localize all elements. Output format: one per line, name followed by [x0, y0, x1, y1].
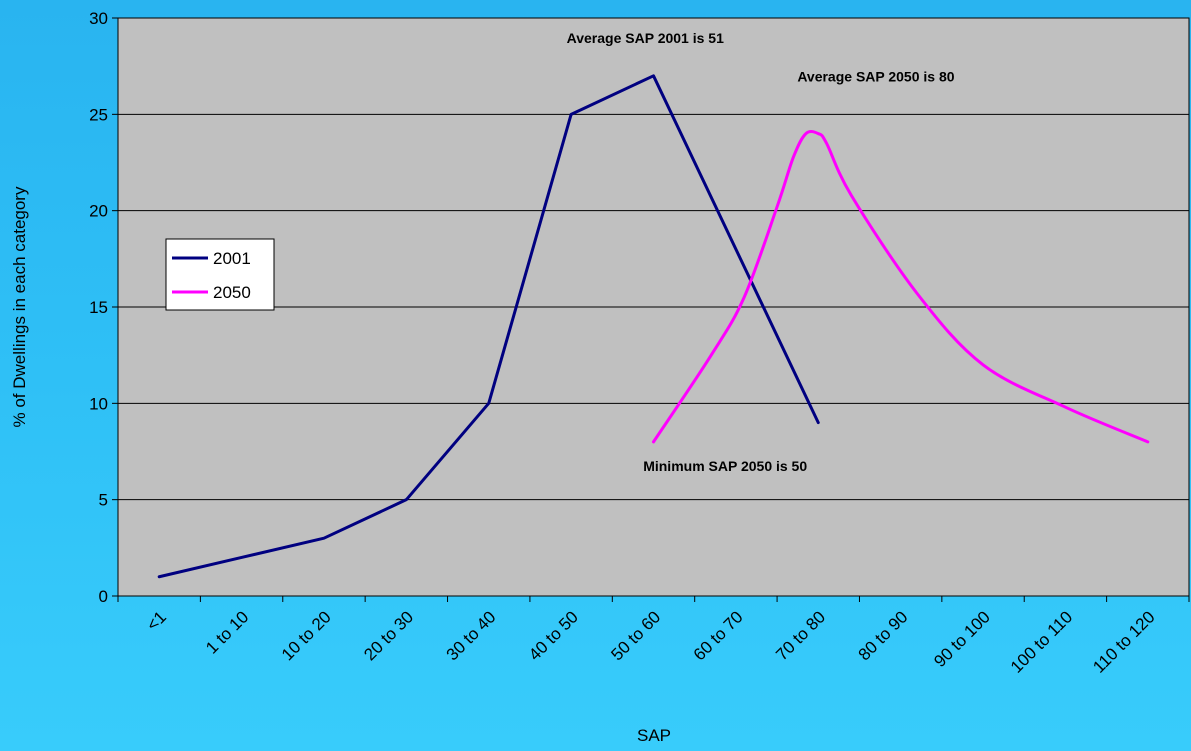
- y-tick-label-5: 5: [99, 491, 108, 510]
- legend-label-2001: 2001: [213, 249, 251, 268]
- x-tick-label-8: 70 to 80: [772, 607, 829, 664]
- x-tick-label-7: 60 to 70: [690, 607, 747, 664]
- annotations: Average SAP 2001 is 51 Average SAP 2050 i…: [567, 30, 955, 474]
- x-tick-label-0: <1: [143, 607, 170, 634]
- y-tick-label-10: 10: [89, 394, 108, 413]
- series-line-2050: [652, 129, 1150, 444]
- x-tick-label-3: 20 to 30: [360, 607, 417, 664]
- y-tick-label-25: 25: [89, 105, 108, 124]
- grid-lines: [118, 113, 1189, 501]
- series-layer: [157, 74, 1150, 579]
- y-tick-label-20: 20: [89, 202, 108, 221]
- y-tick-label-0: 0: [99, 587, 108, 606]
- y-axis: 0 5 10 15 20 25 30: [89, 9, 119, 606]
- x-axis: <1 1 to 10 10 to 20 20 to 30 30 to 40 40 to 5…: [117, 595, 1190, 677]
- annotation-0: Average SAP 2001 is 51: [567, 30, 724, 46]
- x-tick-label-6: 50 to 60: [607, 607, 664, 664]
- x-tick-label-11: 100 to 110: [1007, 607, 1076, 676]
- series-line-2001: [157, 74, 820, 579]
- y-axis-title: % of Dwellings in each category: [10, 186, 29, 427]
- annotation-1: Average SAP 2050 is 80: [797, 69, 954, 85]
- x-tick-label-10: 90 to 100: [930, 607, 994, 671]
- x-tick-label-12: 110 to 120: [1089, 607, 1158, 676]
- legend-box: [165, 238, 275, 311]
- annotation-2: Minimum SAP 2050 is 50: [643, 458, 807, 474]
- legend-label-2050: 2050: [213, 283, 251, 302]
- y-tick-label-30: 30: [89, 9, 108, 28]
- x-axis-title: SAP: [637, 726, 671, 745]
- x-tick-label-9: 80 to 90: [855, 607, 912, 664]
- y-tick-label-15: 15: [89, 298, 108, 317]
- x-tick-label-1: 1 to 10: [202, 607, 252, 657]
- legend: 2001 2050: [165, 238, 275, 311]
- x-tick-label-2: 10 to 20: [278, 607, 335, 664]
- x-tick-label-4: 30 to 40: [443, 607, 500, 664]
- x-tick-label-5: 40 to 50: [525, 607, 582, 664]
